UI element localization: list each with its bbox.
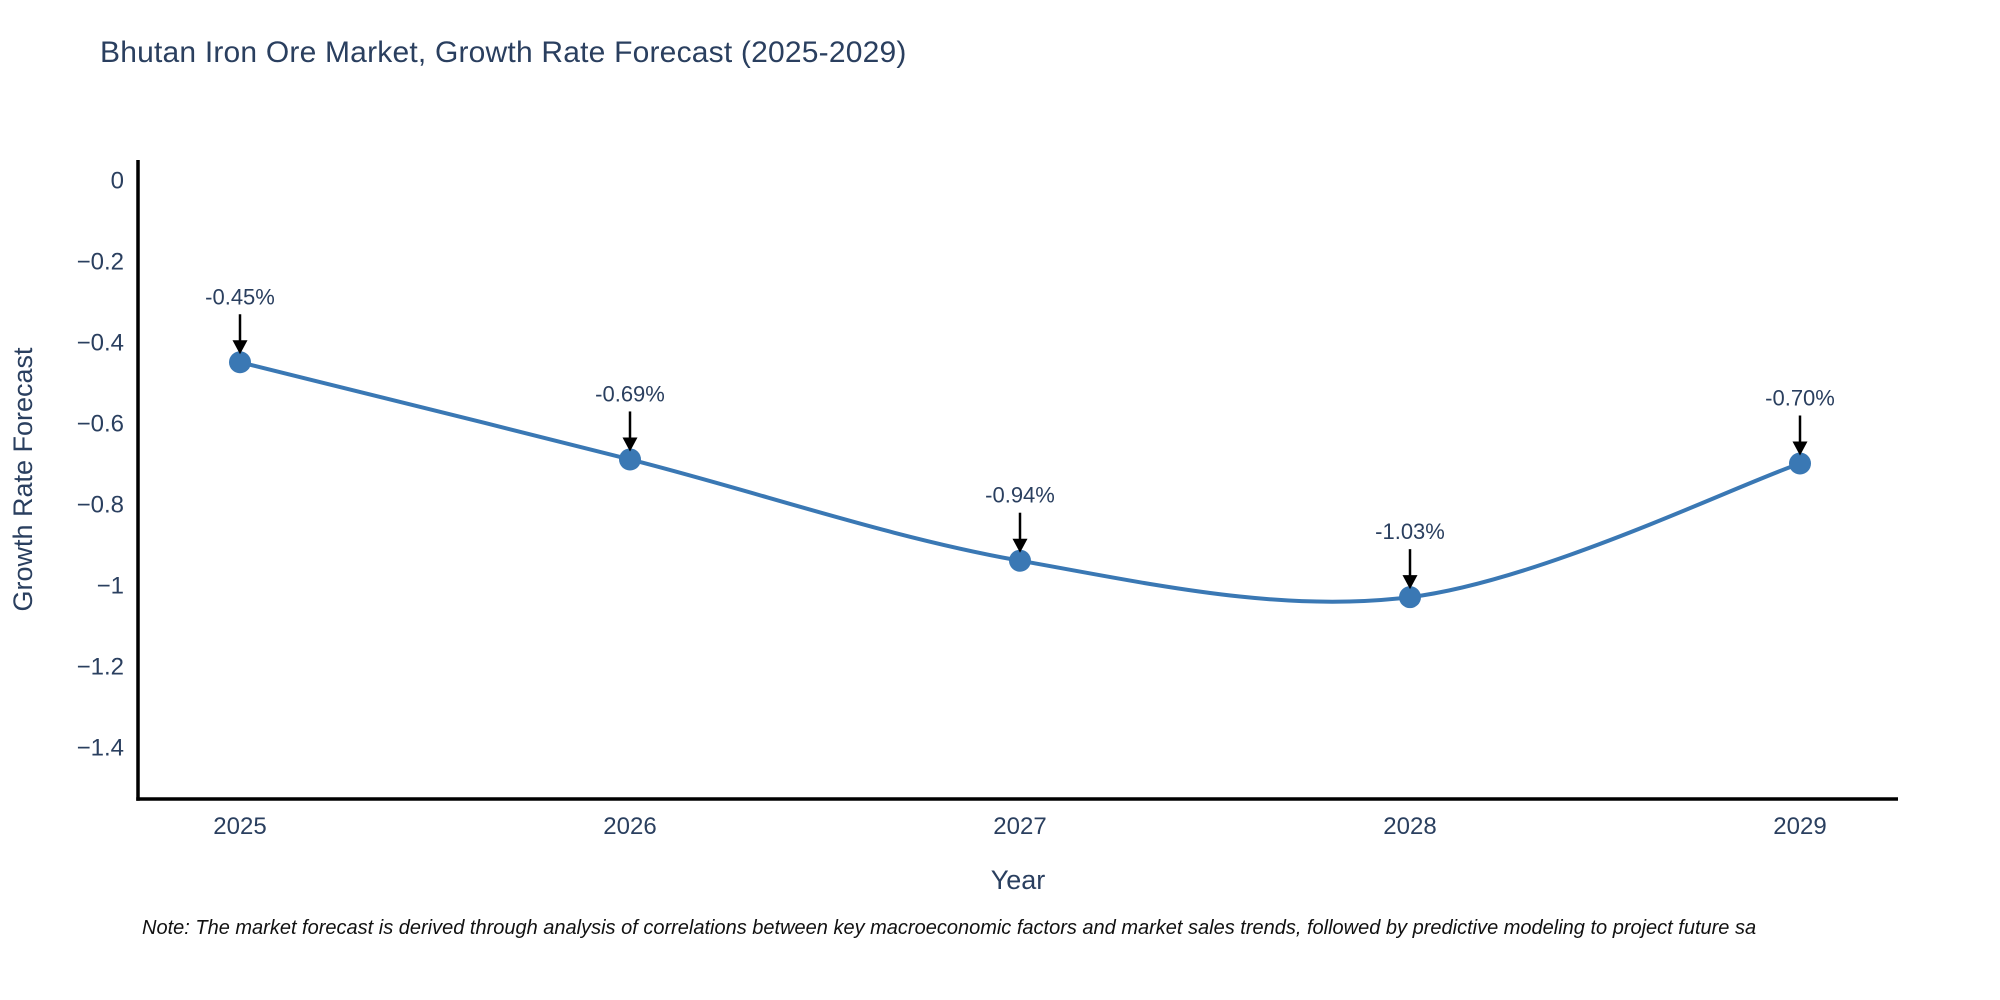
annotation-label: -0.94% <box>985 483 1055 508</box>
y-tick-label: −0.4 <box>77 330 124 357</box>
chart-title: Bhutan Iron Ore Market, Growth Rate Fore… <box>100 36 907 69</box>
y-axis-title: Growth Rate Forecast <box>8 347 38 612</box>
x-tick-label: 2026 <box>603 813 656 840</box>
annotation-label: -0.70% <box>1765 386 1835 411</box>
data-point[interactable] <box>619 448 641 471</box>
annotation-label: -0.69% <box>595 381 665 406</box>
y-tick-label: −0.6 <box>77 411 124 438</box>
y-tick-label: −0.8 <box>77 492 124 519</box>
data-point[interactable] <box>229 351 251 374</box>
y-tick-label: 0 <box>111 168 124 195</box>
y-tick-label: −1.2 <box>77 654 124 681</box>
annotation-arrowhead <box>232 340 248 355</box>
annotation-arrowhead <box>622 437 638 452</box>
footnote: Note: The market forecast is derived thr… <box>142 917 1757 939</box>
data-point[interactable] <box>1399 586 1421 609</box>
annotation-arrowhead <box>1012 538 1028 553</box>
annotation-label: -0.45% <box>205 284 275 309</box>
data-point[interactable] <box>1789 452 1811 475</box>
annotation-arrowhead <box>1402 575 1418 590</box>
annotation-label: -1.03% <box>1375 519 1445 544</box>
annotation-arrowhead <box>1792 441 1808 456</box>
x-tick-label: 2029 <box>1773 813 1826 840</box>
x-axis-title: Year <box>991 865 1046 895</box>
y-tick-label: −1 <box>97 573 124 600</box>
x-tick-label: 2028 <box>1383 813 1436 840</box>
y-tick-label: −1.4 <box>77 735 124 762</box>
y-tick-label: −0.2 <box>77 249 124 276</box>
data-point[interactable] <box>1009 549 1031 572</box>
x-tick-label: 2027 <box>993 813 1046 840</box>
x-tick-label: 2025 <box>213 813 266 840</box>
